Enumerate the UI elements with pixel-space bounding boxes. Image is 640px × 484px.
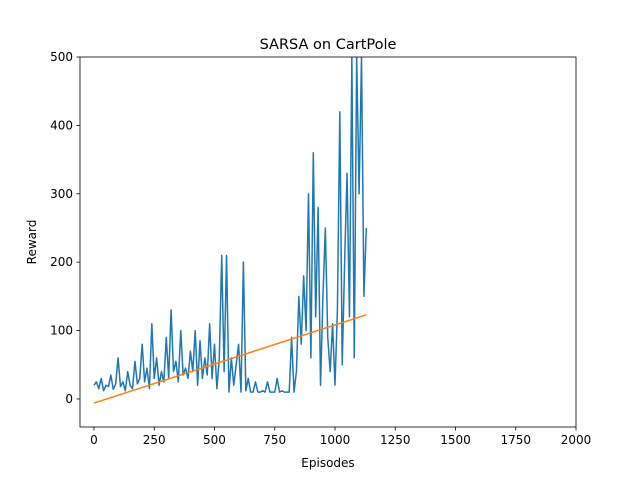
series-line bbox=[93, 314, 367, 404]
y-tick-label: 300 bbox=[50, 187, 73, 201]
x-tick-label: 0 bbox=[90, 433, 98, 447]
x-tick-label: 500 bbox=[203, 433, 226, 447]
x-axis-label: Episodes bbox=[301, 456, 354, 470]
y-tick-label: 0 bbox=[65, 392, 73, 406]
plot-area bbox=[93, 57, 368, 404]
x-tick-label: 250 bbox=[143, 433, 166, 447]
x-tick-label: 750 bbox=[263, 433, 286, 447]
y-tick-label: 400 bbox=[50, 118, 73, 132]
x-tick-label: 2000 bbox=[561, 433, 592, 447]
x-tick-label: 1750 bbox=[500, 433, 531, 447]
y-axis-label: Reward bbox=[25, 220, 39, 265]
y-tick-label: 500 bbox=[50, 50, 73, 64]
y-tick-label: 100 bbox=[50, 324, 73, 338]
axes-frame bbox=[79, 56, 577, 428]
x-tick-label: 1000 bbox=[320, 433, 351, 447]
x-tick-label: 1500 bbox=[440, 433, 471, 447]
x-tick-label: 1250 bbox=[380, 433, 411, 447]
y-tick-label: 200 bbox=[50, 255, 73, 269]
chart-title: SARSA on CartPole bbox=[260, 37, 397, 53]
series-line bbox=[93, 57, 368, 393]
